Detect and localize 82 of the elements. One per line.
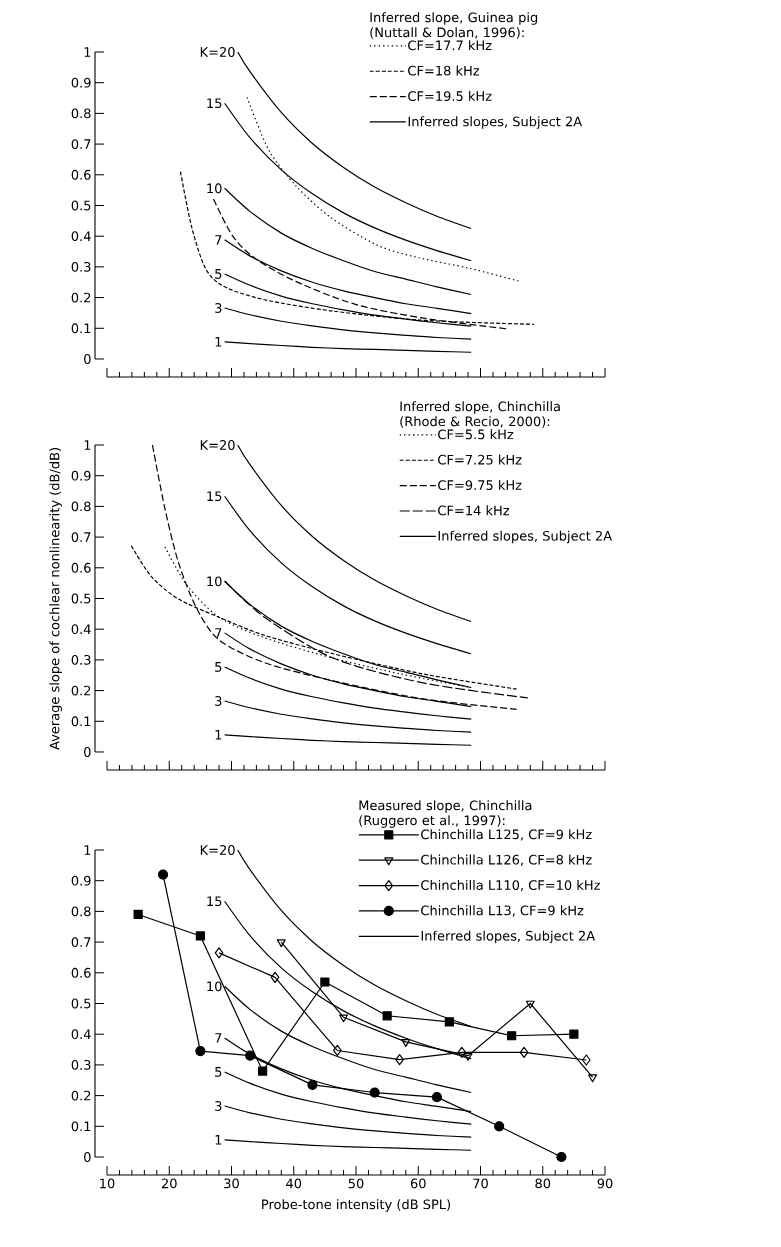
y-tick-label: 0.5 — [71, 593, 91, 604]
y-tick-label: 0.5 — [71, 998, 91, 1009]
y-tick-label: 0.9 — [71, 875, 91, 886]
y-tick-label: 0 — [84, 1152, 91, 1162]
series-label: 3 — [215, 696, 222, 706]
y-tick-label: 0.2 — [71, 1090, 91, 1101]
series-label: K=20 — [200, 440, 235, 450]
y-tick-label: 0.9 — [71, 77, 91, 88]
series-label: 3 — [215, 1101, 222, 1111]
x-tick-label: 50 — [348, 1178, 364, 1189]
y-tick-label: 0.2 — [71, 685, 91, 696]
y-tick-label: 1 — [84, 47, 91, 57]
y-tick-label: 0.3 — [71, 1059, 91, 1070]
series-label: 1 — [215, 1135, 222, 1145]
series-label: 15 — [207, 896, 222, 907]
series-label: 15 — [207, 98, 222, 109]
legend-title: Inferred slope, Chinchilla (Rhode & Recio, 2000): — [400, 401, 560, 428]
legend-label: Chinchilla L125, CF=9 kHz — [421, 829, 592, 841]
legend-label: CF=17.7 kHz — [408, 40, 492, 51]
x-tick-label: 40 — [286, 1178, 302, 1189]
series-label: 1 — [215, 730, 222, 740]
legend-label: Chinchilla L13, CF=9 kHz — [421, 905, 584, 917]
legend-label: CF=9.75 kHz — [438, 479, 522, 490]
series-label: 7 — [215, 1033, 222, 1043]
y-tick-label: 0.7 — [71, 532, 91, 543]
y-tick-label: 0.8 — [71, 501, 91, 512]
annotation: Inferred slopes, Subject 2A — [438, 530, 612, 544]
x-axis-title: Probe-tone intensity (dB SPL) — [262, 1199, 451, 1212]
series-label: 7 — [215, 235, 222, 245]
y-tick-label: 0.5 — [71, 200, 91, 211]
x-tick-label: 90 — [597, 1178, 613, 1189]
legend-label: CF=7.25 kHz — [438, 454, 522, 465]
y-tick-label: 1 — [84, 845, 91, 855]
annotation: Inferred slopes, Subject 2A — [421, 930, 596, 944]
y-tick-label: 0.3 — [71, 261, 91, 272]
y-tick-label: 0.1 — [71, 323, 91, 334]
series-label: 5 — [215, 269, 222, 279]
annotation: Inferred slopes, Subject 2A — [408, 116, 583, 129]
y-tick-label: 0.7 — [71, 937, 91, 948]
y-tick-label: 0 — [84, 747, 91, 757]
legend-label: CF=14 kHz — [438, 505, 510, 516]
legend-label: Chinchilla L110, CF=10 kHz — [421, 879, 600, 892]
x-tick-label: 70 — [473, 1178, 488, 1189]
y-tick-label: 0.1 — [71, 1121, 91, 1132]
x-tick-label: 80 — [535, 1178, 551, 1189]
series-label: K=20 — [200, 845, 235, 855]
x-tick-label: 10 — [100, 1178, 115, 1189]
series-label: 5 — [215, 662, 222, 672]
y-tick-label: 0.4 — [71, 1029, 91, 1040]
legend-label: CF=5.5 kHz — [438, 429, 514, 440]
y-tick-label: 1 — [84, 440, 91, 450]
y-tick-label: 0 — [84, 354, 91, 364]
y-axis-title: Average slope of cochlear nonlinearity (dB/dB) — [49, 448, 62, 750]
series-label: 3 — [215, 303, 222, 313]
y-tick-label: 0.7 — [71, 139, 91, 150]
y-tick-label: 0.2 — [71, 292, 91, 303]
y-tick-label: 0.8 — [71, 108, 91, 119]
legend-title: Measured slope, Chinchilla (Ruggero et al., 1997): — [359, 800, 532, 828]
y-tick-label: 0.6 — [71, 562, 91, 573]
y-tick-label: 0.3 — [71, 654, 91, 665]
series-label: 15 — [207, 491, 222, 502]
x-tick-label: 30 — [224, 1178, 239, 1189]
series-label: 10 — [207, 576, 222, 587]
y-tick-label: 0.8 — [71, 906, 91, 917]
y-tick-label: 0.4 — [71, 231, 91, 242]
series-label: 10 — [207, 981, 222, 992]
series-label: 10 — [207, 183, 222, 194]
x-tick-label: 20 — [161, 1178, 177, 1189]
series-label: 7 — [215, 628, 222, 638]
series-label: K=20 — [200, 47, 235, 57]
series-label: 5 — [215, 1067, 222, 1077]
legend-label: CF=18 kHz — [408, 65, 480, 76]
y-tick-label: 0.1 — [71, 716, 91, 727]
y-tick-label: 0.4 — [71, 624, 91, 635]
x-tick-label: 60 — [410, 1178, 426, 1189]
legend-title: Inferred slope, Guinea pig (Nuttall & Dolan, 1996): — [370, 12, 538, 39]
legend-label: Chinchilla L126, CF=8 kHz — [421, 854, 592, 866]
series-label: 1 — [215, 337, 222, 347]
legend-label: CF=19.5 kHz — [408, 90, 492, 101]
y-tick-label: 0.6 — [71, 967, 91, 978]
y-tick-label: 0.9 — [71, 470, 91, 481]
y-tick-label: 0.6 — [71, 169, 91, 180]
